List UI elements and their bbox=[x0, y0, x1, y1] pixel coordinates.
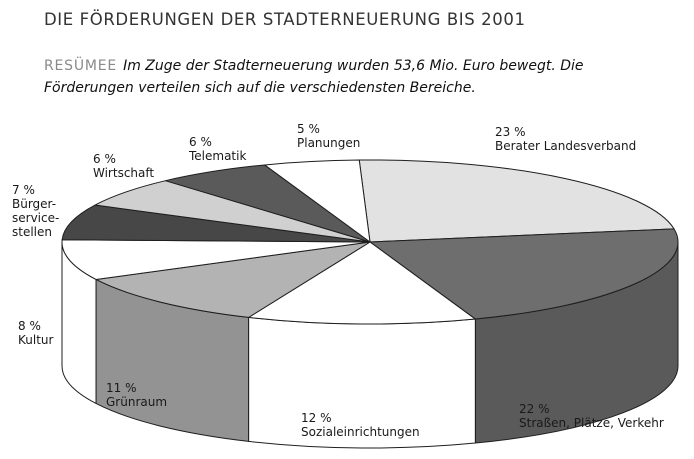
pie-value-label: 22 % bbox=[519, 402, 550, 416]
pie-slice-planungen bbox=[264, 159, 371, 243]
pie-category-label: Planungen bbox=[297, 136, 360, 150]
pie-label-kultur: 8 % Kultur bbox=[18, 319, 54, 347]
summary-text: RESÜMEE Im Zuge der Stadterneuerung wurde… bbox=[44, 55, 674, 99]
pie-label-berater: 23 % Berater Landesverband bbox=[495, 125, 636, 153]
pie-category-label: Sozialeinrichtungen bbox=[301, 425, 420, 439]
pie-value-label: 5 % bbox=[297, 122, 320, 136]
pie-category-label: Wirtschaft bbox=[93, 166, 154, 180]
pie-label-strassen: 22 % Straßen, Plätze, Verkehr bbox=[519, 402, 664, 430]
pie-category-label: Berater Landesverband bbox=[495, 139, 636, 153]
pie-category-label: Bürger- bbox=[12, 197, 56, 211]
pie-slice-strassen bbox=[369, 228, 679, 320]
pie-slice-berater bbox=[358, 159, 675, 243]
pie-label-telematik: 6 % Telematik bbox=[188, 135, 246, 163]
pie-category-label: Telematik bbox=[188, 149, 246, 163]
pie-value-label: 6 % bbox=[189, 135, 212, 149]
pie-category-label: service- bbox=[12, 211, 59, 225]
pie-sides bbox=[61, 241, 679, 449]
pie-slice-buerger bbox=[61, 204, 371, 243]
pie-label-gruenraum: 11 % Grünraum bbox=[106, 381, 167, 409]
pie-slice-kultur bbox=[61, 239, 371, 280]
pie-category-label: stellen bbox=[12, 225, 52, 239]
pie-value-label: 7 % bbox=[12, 183, 35, 197]
pie-top bbox=[61, 159, 679, 325]
summary-lead: RESÜMEE bbox=[44, 58, 118, 74]
pie-slice-gruenraum bbox=[95, 241, 371, 318]
pie-label-wirtschaft: 6 % Wirtschaft bbox=[93, 152, 154, 180]
pie-value-label: 11 % bbox=[106, 381, 137, 395]
pie-category-label: Kultur bbox=[18, 333, 54, 347]
pie-slice-sozial bbox=[248, 241, 476, 325]
pie-category-label: Straßen, Plätze, Verkehr bbox=[519, 416, 664, 430]
pie-value-label: 6 % bbox=[93, 152, 116, 166]
page-title: DIE FÖRDERUNGEN DER STADTERNEUERUNG BIS … bbox=[44, 10, 526, 29]
pie-value-label: 8 % bbox=[18, 319, 41, 333]
pie-category-label: Grünraum bbox=[106, 395, 167, 409]
pie-label-buerger: 7 % Bürger-service-stellen bbox=[12, 183, 59, 239]
pie-labels: 23 % Berater Landesverband 22 % Straßen, Pl… bbox=[12, 122, 664, 439]
pie-label-planungen: 5 % Planungen bbox=[297, 122, 360, 150]
pie-value-label: 23 % bbox=[495, 125, 526, 139]
pie-label-sozial: 12 % Sozialeinrichtungen bbox=[301, 411, 420, 439]
summary-body: Im Zuge der Stadterneuerung wurden 53,6 … bbox=[44, 58, 584, 96]
pie-value-label: 12 % bbox=[301, 411, 332, 425]
